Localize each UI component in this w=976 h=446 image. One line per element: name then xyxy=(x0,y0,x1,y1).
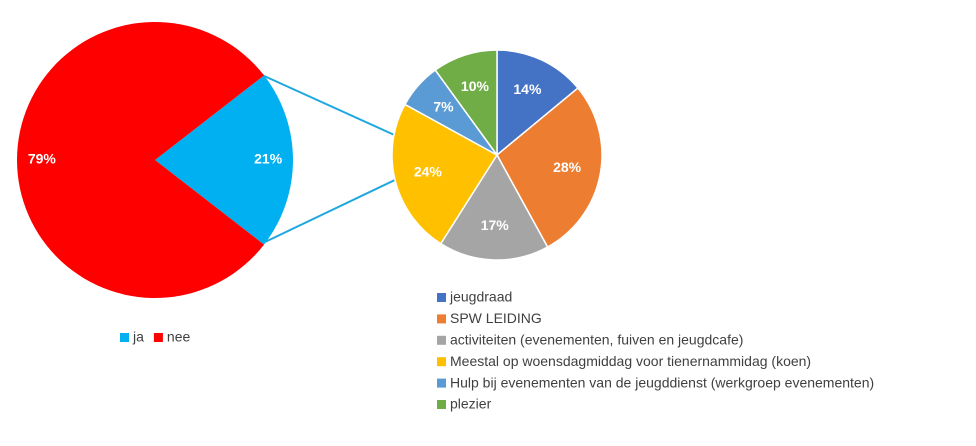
legend-label: nee xyxy=(167,329,191,345)
data-label: 14% xyxy=(513,81,542,97)
legend-swatch xyxy=(437,335,446,345)
data-label: 24% xyxy=(414,163,443,179)
legend-swatch xyxy=(437,293,446,302)
legend-label: SPW LEIDING xyxy=(450,310,542,326)
legend-swatch xyxy=(437,314,446,324)
legend-swatch xyxy=(437,378,446,388)
data-label: 10% xyxy=(461,78,490,94)
legend-label: Meestal op woensdagmiddag voor tienernam… xyxy=(450,353,811,369)
pie-slice xyxy=(434,49,498,158)
pie-slice xyxy=(496,87,603,249)
data-label: 17% xyxy=(481,217,510,233)
pie-slice xyxy=(155,75,293,245)
data-label: 7% xyxy=(433,98,454,114)
legend-swatch xyxy=(437,400,446,409)
legend-label: activiteiten (evenementen, fuiven en jeu… xyxy=(450,332,743,348)
pie-slice xyxy=(439,153,549,261)
pie-slice xyxy=(391,103,499,245)
legend-label: Hulp bij evenementen van de jeugddienst … xyxy=(450,374,874,390)
legend-swatch xyxy=(437,357,446,367)
data-label: 79% xyxy=(28,151,57,167)
data-label: 21% xyxy=(254,151,283,167)
pie-slice xyxy=(496,49,579,157)
data-label: 28% xyxy=(553,159,582,175)
legend-label: ja xyxy=(132,329,144,345)
legend-label: jeugdraad xyxy=(449,289,512,305)
legend-label: plezier xyxy=(450,396,492,412)
pie-slice xyxy=(17,21,265,298)
legend-swatch xyxy=(153,333,163,342)
legend-swatch xyxy=(120,333,129,342)
